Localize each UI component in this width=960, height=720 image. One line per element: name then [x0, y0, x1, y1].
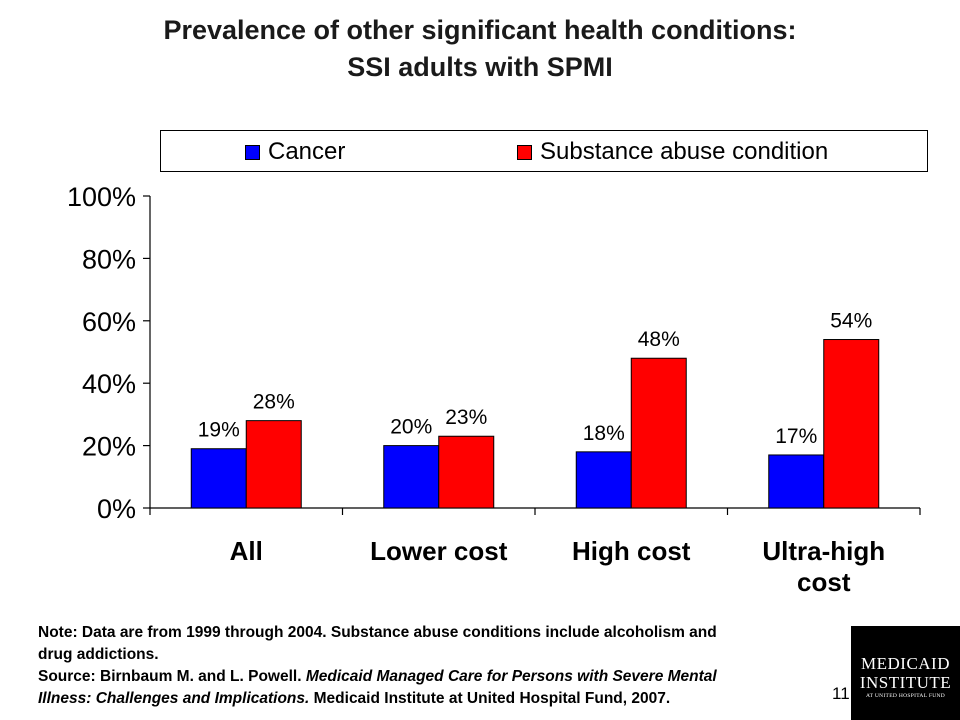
data-label: 18%: [583, 422, 625, 445]
source-title-b: Illness: Challenges and Implications.: [38, 690, 310, 707]
bar-substance: [438, 435, 495, 509]
source-line-2: Illness: Challenges and Implications. Me…: [38, 688, 838, 710]
bar-cancer: [190, 448, 247, 509]
bar-cancer: [383, 445, 440, 509]
legend-label-cancer: Cancer: [268, 138, 346, 165]
data-label: 48%: [638, 328, 680, 351]
y-tick-label: 80%: [82, 244, 136, 274]
y-tick-label: 40%: [82, 369, 136, 399]
title-line-1: Prevalence of other significant health c…: [163, 15, 797, 45]
y-tick-label: 20%: [82, 432, 136, 462]
bar-cancer: [768, 454, 825, 509]
x-tick-label: Lower cost: [370, 536, 508, 566]
source-prefix: Source: Birnbaum M. and L. Powell.: [38, 668, 306, 685]
y-tick-label: 100%: [67, 182, 136, 212]
x-tick-label: High cost: [572, 536, 691, 566]
x-tick-label: All: [230, 536, 263, 566]
source-suffix: Medicaid Institute at United Hospital Fu…: [309, 690, 671, 707]
bar-substance: [630, 357, 687, 509]
x-tick-label: Ultra-high: [762, 536, 885, 566]
medicaid-institute-logo: MEDICAID INSTITUTE AT UNITED HOSPITAL FU…: [851, 626, 960, 720]
source-line-1: Source: Birnbaum M. and L. Powell. Medic…: [38, 666, 838, 688]
data-label: 20%: [390, 416, 432, 439]
chart-legend: Cancer Substance abuse condition: [160, 130, 928, 172]
logo-line-1: MEDICAID: [861, 654, 950, 673]
bar-chart: 0% 20% 40% 60% 80% 100% 19% 28% All 20% 23% Lower c…: [67, 182, 921, 597]
page-number: 11: [832, 684, 850, 703]
legend-item-substance: Substance abuse condition: [517, 139, 828, 165]
title-line-2: SSI adults with SPMI: [347, 52, 613, 82]
bar-substance: [245, 420, 302, 509]
legend-swatch-cancer: [245, 144, 260, 160]
data-label: 28%: [253, 391, 295, 414]
logo-line-3: AT UNITED HOSPITAL FUND: [865, 693, 946, 699]
y-tick-label: 0%: [97, 494, 136, 524]
bar-cancer: [575, 451, 632, 509]
x-tick-label: cost: [797, 567, 851, 597]
footnote: Note: Data are from 1999 through 2004. S…: [38, 622, 838, 710]
legend-label-substance: Substance abuse condition: [540, 138, 829, 165]
data-label: 54%: [830, 310, 872, 333]
legend-item-cancer: Cancer: [245, 139, 345, 165]
data-label: 19%: [198, 419, 240, 442]
bar-substance: [823, 339, 880, 509]
source-title-a: Medicaid Managed Care for Persons with S…: [305, 668, 717, 685]
logo-line-2: INSTITUTE: [859, 673, 952, 692]
data-label: 23%: [445, 406, 487, 429]
y-tick-label: 60%: [82, 307, 136, 337]
note-line-2: drug addictions.: [38, 646, 159, 663]
legend-swatch-substance: [517, 144, 532, 160]
note-line-1: Note: Data are from 1999 through 2004. S…: [38, 624, 717, 641]
chart-title: Prevalence of other significant health c…: [0, 12, 960, 86]
data-label: 17%: [775, 425, 817, 448]
